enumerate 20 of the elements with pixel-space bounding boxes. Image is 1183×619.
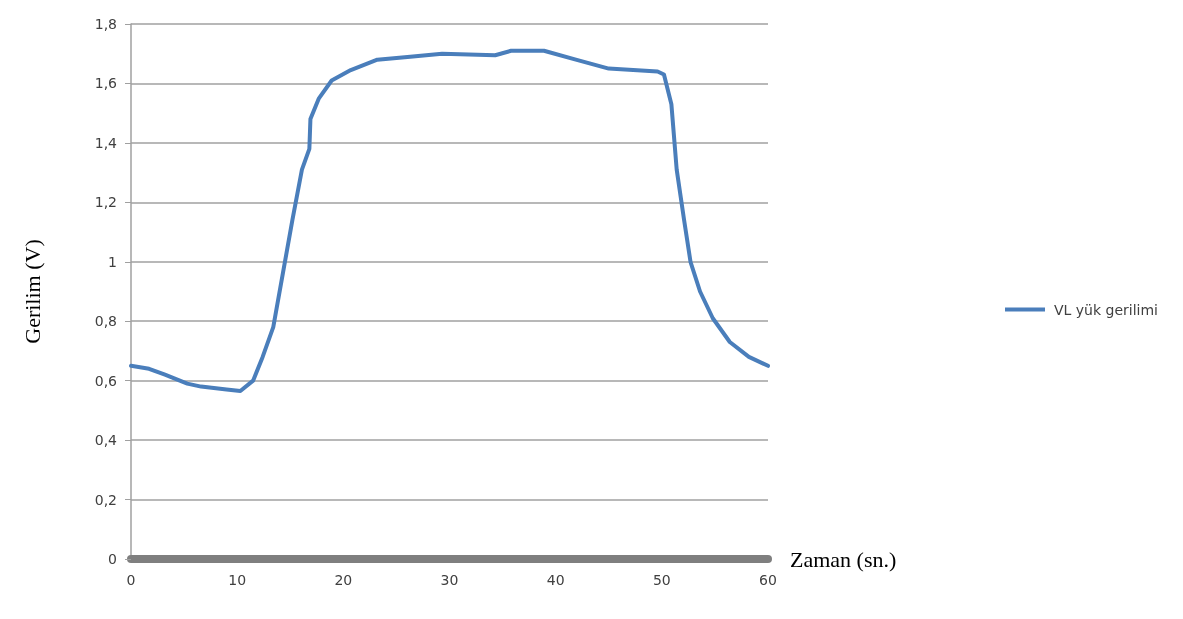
x-tick-label: 20 (334, 572, 353, 588)
x-tick-label: 0 (126, 572, 136, 588)
x-tick-label: 10 (228, 572, 247, 588)
x-tick-label: 30 (440, 572, 459, 588)
y-tick-label: 0,8 (94, 313, 117, 330)
legend-label: VL yük gerilimi (1054, 301, 1158, 318)
x-tick-label: 60 (759, 572, 777, 588)
y-tick-label: 0 (108, 551, 117, 567)
y-tick-label: 0,2 (94, 491, 117, 508)
x-tick-label: 40 (546, 572, 565, 588)
x-axis-title: Zaman (sn.) (790, 546, 897, 572)
y-tick-label: 1 (108, 253, 117, 270)
y-tick-label: 1,8 (94, 16, 117, 32)
y-tick-label: 1,6 (94, 75, 118, 92)
y-tick-label: 1,2 (94, 194, 117, 211)
y-tick-label: 0,4 (94, 432, 118, 449)
y-tick-label: 1,4 (94, 134, 118, 151)
y-tick-label: 0,6 (94, 372, 118, 389)
y-axis-title: Gerilim (V) (19, 239, 45, 344)
x-tick-label: 50 (652, 572, 671, 588)
